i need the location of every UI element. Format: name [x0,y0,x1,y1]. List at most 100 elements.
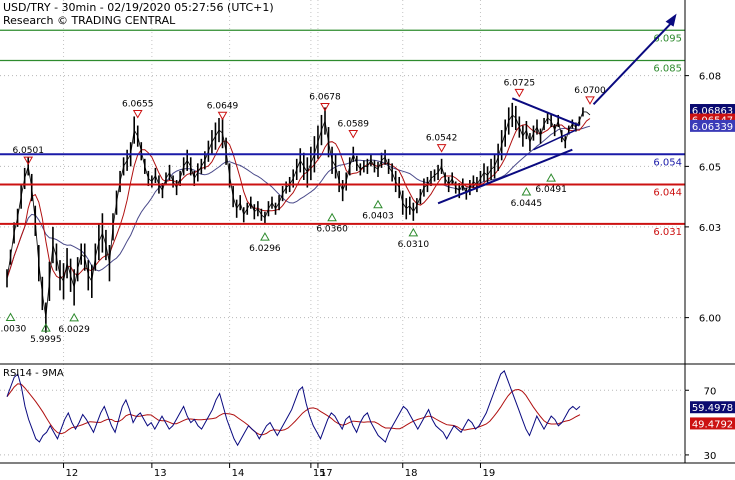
level-label: 6.085 [653,64,682,75]
price-close-segment [480,172,485,179]
swing-low-marker [5,312,16,322]
swing-low-marker [521,187,532,196]
price-close-segment [155,175,160,185]
price-close-segment [98,232,103,243]
swing-high-label: 6.0501 [12,146,44,156]
rsi-tick-label: 70 [704,386,717,397]
price-close-segment [360,166,365,170]
swing-high-marker [132,109,143,119]
rsi-line [6,370,581,447]
chart-subtitle: Research © TRADING CENTRAL [3,14,176,27]
price-close-segment [501,132,506,146]
price-close-segment [476,178,481,185]
price-close-segment [179,166,185,179]
price-close-segment [430,175,435,179]
price-close-segment [518,126,524,137]
price-close-segment [218,129,223,134]
price-close-segment [148,178,153,182]
date-tick-label: 14 [232,468,245,479]
price-close-segment [451,178,457,188]
swing-high-marker [436,144,447,153]
price-close-segment [49,244,54,282]
rsi-badge [690,417,735,430]
price-close-segment [412,205,418,212]
pivot-markers: 6.0501 6.0655 6.0649 6.0678 6.0589 6.0542 6.07… [0,78,606,345]
moving-averages [6,118,591,279]
price-close-segment [151,175,156,182]
price-close-segment [331,160,336,167]
swing-high-label: 6.0678 [309,93,341,103]
price-close-segment [441,166,446,179]
price-close-segment [381,156,386,161]
swing-high-marker [23,156,34,166]
price-close-segment [112,202,117,227]
level-label: 6.044 [653,188,682,199]
price-close-segment [409,205,414,212]
swing-low-marker [373,199,383,209]
price-close-segment [550,120,556,131]
swing-low-label: 6.0030 [0,325,27,335]
price-close-segment [119,166,124,182]
price-close-segment [229,175,234,197]
swing-low-label: 6.0296 [249,244,281,254]
price-close-segment [66,263,71,276]
price-close-segment [133,129,139,137]
price-close-segment [349,154,354,167]
price-close-segment [554,120,559,131]
price-close-segment [543,117,548,125]
price-close-segment [490,166,495,170]
price-close-segment [448,178,453,185]
swing-low-marker [69,312,79,322]
fast-moving-average [6,118,591,279]
date-tick-label: 17 [320,468,333,479]
price-close-segment [557,120,563,137]
price-close-segment [406,205,411,210]
price-close-segment [130,130,135,155]
price-close-segment [497,145,503,158]
price-close-segment [59,275,64,282]
price-close-segment [6,257,11,279]
swing-low-label: 6.0029 [58,325,90,335]
price-close-segment [264,208,269,218]
price-close-segment [335,166,340,182]
price-close-segment [522,129,527,137]
price-close-segment [289,178,294,185]
price-close-segment [324,120,329,143]
price-close-segment [455,187,460,191]
price-close-segment [458,184,464,191]
swing-low-label: 6.0310 [398,240,430,250]
triangle-upper-line [511,97,580,127]
trend-lines [437,13,677,205]
price-close-segment [239,202,245,215]
swing-high-label: 6.0725 [504,78,536,88]
date-tick-label: 15 [313,468,326,479]
price-tick-label: 6.03 [699,223,721,234]
price-close-segment [56,257,61,276]
rsi-badge-label: 59.4978 [692,403,733,414]
swing-high-marker [217,111,228,121]
target-arrow-shaft [592,20,674,106]
price-close-segment [94,241,100,258]
swing-high-label: 6.0542 [426,134,458,144]
price-close-segment [275,202,280,209]
swing-low-marker [546,173,556,182]
price-close-segment [299,160,305,167]
price-close-segment [579,111,584,122]
price-close-segment [568,123,573,131]
price-close-segment [586,111,591,116]
price-close-segment [102,232,107,246]
price-close-segment [87,275,93,282]
swing-low-label: 6.0491 [535,185,567,195]
price-close-segment [17,196,22,218]
price-close-segment [370,160,375,167]
price-close-segment [483,172,488,176]
price-close-segment [321,120,326,131]
price-close-segment [420,187,425,197]
price-close-segment [211,135,216,143]
price-close-segment [123,160,128,167]
price-close-segment [261,214,266,219]
price-close-segment [91,257,96,282]
price-close-segment [427,178,432,185]
price-close-segment [391,172,397,182]
